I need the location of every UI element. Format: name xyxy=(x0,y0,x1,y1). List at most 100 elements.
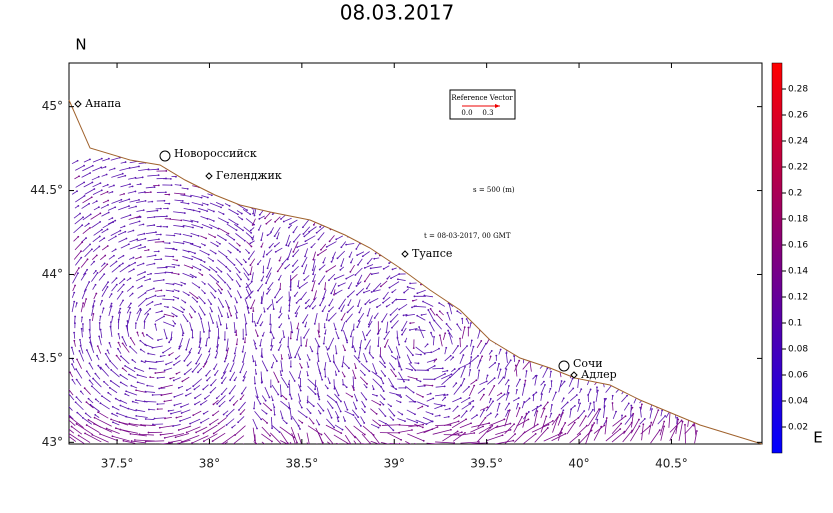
current-arrow xyxy=(621,166,623,170)
current-arrowhead xyxy=(337,257,339,259)
current-arrowhead xyxy=(192,337,194,339)
current-arrowhead xyxy=(531,156,533,158)
current-arrow xyxy=(546,220,549,224)
current-arrow xyxy=(565,233,569,244)
current-arrowhead xyxy=(174,168,176,170)
current-arrowhead xyxy=(369,189,371,191)
current-arrowhead xyxy=(581,188,583,190)
current-arrow xyxy=(458,278,461,281)
current-arrowhead xyxy=(646,168,648,170)
current-arrowhead xyxy=(106,263,108,265)
current-arrowhead xyxy=(311,246,313,248)
current-arrowhead xyxy=(303,279,305,281)
current-arrowhead xyxy=(442,181,444,183)
current-arrowhead xyxy=(564,166,566,168)
current-arrow xyxy=(174,403,181,405)
current-arrow xyxy=(437,315,443,321)
current-arrowhead xyxy=(411,242,413,244)
current-arrow xyxy=(505,403,509,410)
current-arrow xyxy=(607,331,610,340)
current-arrowhead xyxy=(557,323,559,325)
current-arrow xyxy=(283,193,289,200)
current-arrow xyxy=(522,315,524,321)
current-arrowhead xyxy=(111,303,113,305)
current-arrow xyxy=(101,205,108,208)
current-arrowhead xyxy=(359,361,361,363)
current-arrow xyxy=(462,327,465,339)
current-arrow xyxy=(130,166,139,168)
current-arrow xyxy=(82,173,91,177)
current-arrow xyxy=(633,355,637,361)
current-arrow xyxy=(678,186,684,195)
current-arrow xyxy=(108,236,116,240)
current-arrowhead xyxy=(558,224,560,226)
current-arrowhead xyxy=(644,418,646,420)
current-arrow xyxy=(568,337,570,347)
current-arrowhead xyxy=(348,222,350,224)
current-arrow xyxy=(327,395,336,402)
current-arrowhead xyxy=(128,205,130,207)
current-arrow xyxy=(696,412,701,418)
current-arrow xyxy=(695,344,699,353)
current-arrowhead xyxy=(312,273,314,275)
current-arrowhead xyxy=(602,245,604,247)
current-arrowhead xyxy=(588,166,590,168)
current-arrowhead xyxy=(511,336,513,338)
current-arrow xyxy=(336,290,343,294)
current-arrow xyxy=(306,187,316,194)
current-arrow xyxy=(443,264,450,267)
current-arrow xyxy=(603,246,606,252)
current-arrow xyxy=(581,163,588,168)
current-arrowhead xyxy=(103,307,105,309)
current-arrowhead xyxy=(259,345,261,347)
current-arrowhead xyxy=(568,345,570,347)
current-arrow xyxy=(666,391,667,401)
current-arrow xyxy=(675,267,676,273)
current-arrowhead xyxy=(557,240,559,242)
current-arrowhead xyxy=(381,234,383,236)
current-arrowhead xyxy=(675,249,677,251)
current-arrow xyxy=(200,250,209,255)
current-arrowhead xyxy=(236,302,238,304)
current-arrowhead xyxy=(160,387,162,389)
current-arrowhead xyxy=(277,394,279,396)
current-arrowhead xyxy=(642,272,644,274)
current-arrow xyxy=(111,158,120,161)
current-arrowhead xyxy=(203,331,205,333)
current-arrow xyxy=(315,338,319,347)
current-arrowhead xyxy=(351,195,353,197)
current-arrow xyxy=(478,283,481,291)
current-arrowhead xyxy=(491,281,493,283)
current-arrow xyxy=(657,342,658,346)
current-arrow xyxy=(174,233,180,234)
current-arrow xyxy=(171,411,181,414)
current-arrowhead xyxy=(71,363,73,365)
current-arrowhead xyxy=(116,412,118,414)
current-arrow xyxy=(558,311,559,315)
current-arrowhead xyxy=(466,271,468,273)
current-arrow xyxy=(461,308,470,314)
current-arrow xyxy=(435,442,454,443)
current-arrow xyxy=(630,309,634,315)
current-arrowhead xyxy=(678,323,680,325)
current-arrowhead xyxy=(265,282,267,284)
current-arrowhead xyxy=(122,263,124,265)
current-arrow xyxy=(459,183,470,187)
current-arrowhead xyxy=(682,182,684,184)
current-arrow xyxy=(682,163,687,168)
current-arrowhead xyxy=(230,315,232,317)
current-arrowhead xyxy=(159,427,161,429)
current-arrow xyxy=(155,316,164,321)
current-arrowhead xyxy=(441,405,443,407)
current-arrow xyxy=(182,444,199,450)
current-arrow xyxy=(228,162,235,165)
current-arrow xyxy=(624,250,630,256)
current-arrow xyxy=(551,243,560,249)
current-arrowhead xyxy=(669,313,671,315)
current-arrowhead xyxy=(551,380,553,382)
current-arrow xyxy=(349,227,353,232)
current-arrowhead xyxy=(372,200,374,202)
current-arrow xyxy=(357,252,364,255)
current-arrowhead xyxy=(275,198,277,200)
current-arrow xyxy=(543,368,548,377)
